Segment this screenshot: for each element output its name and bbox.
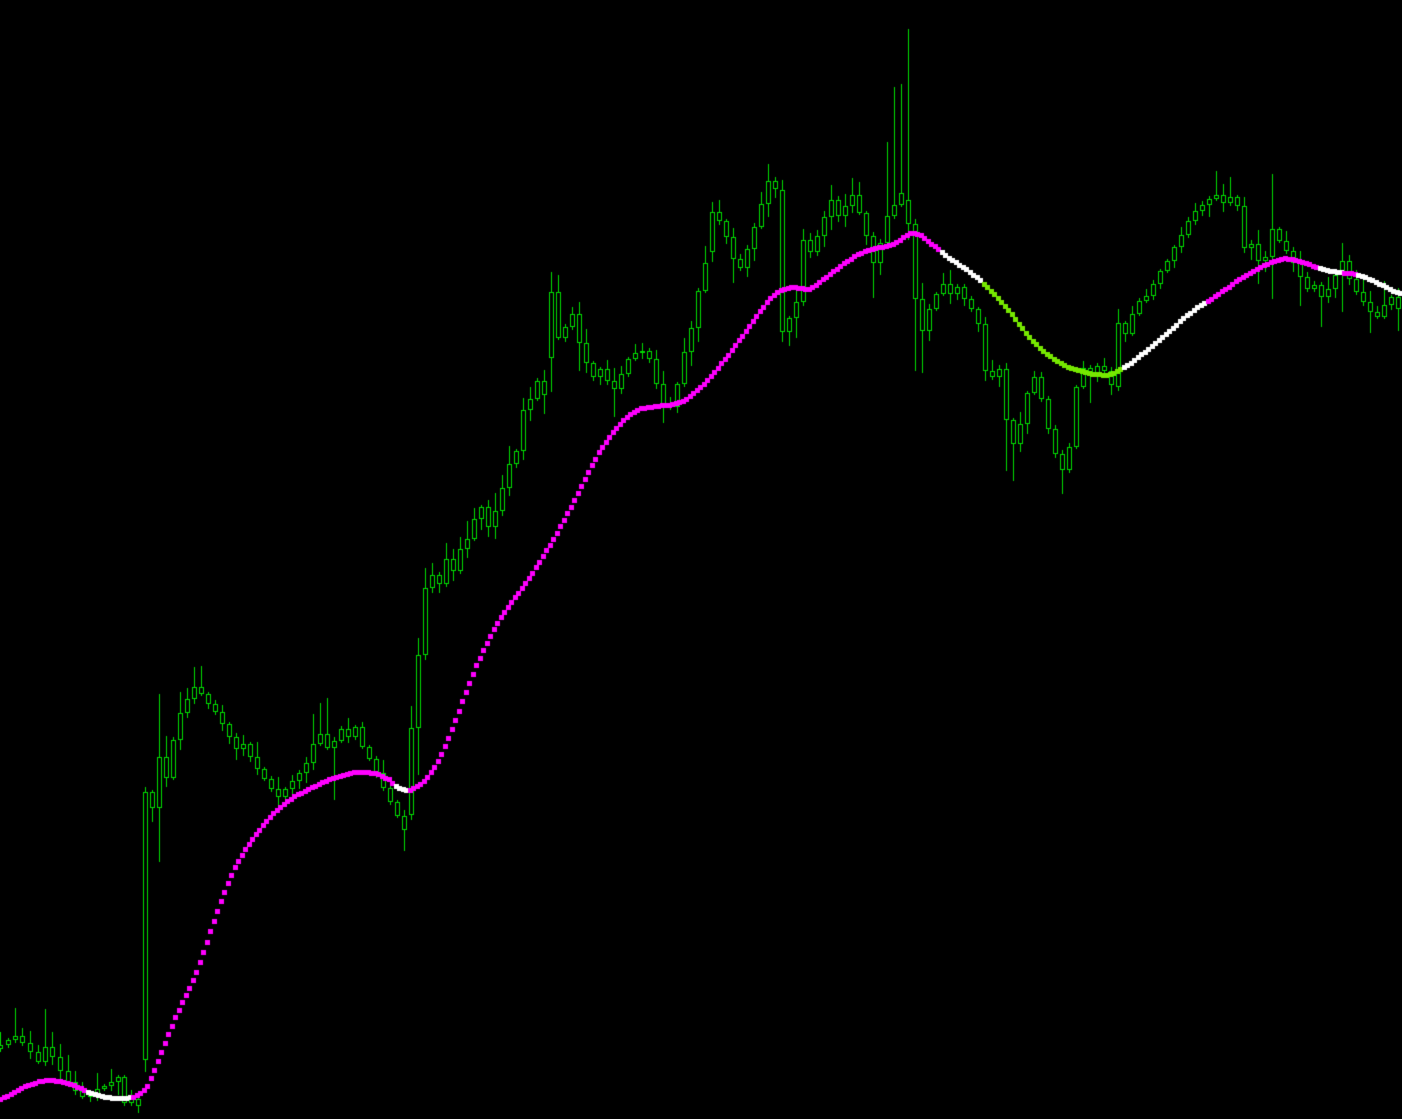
chart-window (0, 0, 1402, 1119)
price-chart-canvas[interactable] (0, 0, 1402, 1119)
